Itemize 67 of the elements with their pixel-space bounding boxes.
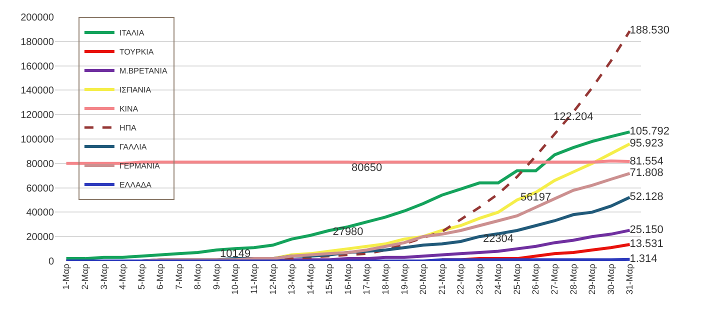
x-tick-label: 13-Μαρ [286, 264, 297, 295]
x-tick-label: 5-Μαρ [136, 264, 146, 290]
x-tick-label: 2-Μαρ [80, 264, 90, 290]
legend-label: ΓΑΛΛΙΑ [119, 142, 148, 152]
y-tick-label: 40000 [26, 208, 54, 219]
y-tick-label: 100000 [20, 134, 54, 146]
x-tick-label: 29-Μαρ [587, 264, 598, 295]
data-label: 22304 [482, 233, 514, 246]
x-tick-label: 3-Μαρ [98, 264, 109, 290]
x-tick-label: 18-Μαρ [380, 264, 390, 295]
x-tick-label: 19-Μαρ [399, 264, 410, 295]
line-series [64, 130, 632, 260]
y-tick-label: 140000 [20, 86, 54, 97]
data-label: 13.531 [630, 238, 664, 250]
x-tick-label: 24-Μαρ [493, 264, 504, 295]
legend-label: ΙΣΠΑΝΙΑ [119, 86, 152, 95]
data-label: 80650 [351, 162, 382, 174]
legend-label: ΕΛΛΑΔΑ [119, 180, 152, 190]
x-tick-label: 7-Μαρ [174, 264, 184, 290]
x-tick-label: 25-Μαρ [512, 264, 522, 295]
x-tick-label: 20-Μαρ [418, 264, 428, 295]
x-tick-label: 4-Μαρ [118, 264, 128, 290]
y-tick-label: 200000 [20, 12, 54, 24]
y-tick-label: 120000 [20, 110, 54, 122]
y-tick-label: 0 [48, 256, 54, 268]
x-tick-label: 15-Μαρ [324, 264, 334, 295]
y-tick-label: 20000 [26, 232, 54, 244]
x-tick-label: 30-Μαρ [606, 264, 616, 295]
x-tick-label: 27-Μαρ [550, 264, 560, 295]
data-label: 56197 [520, 192, 552, 204]
data-label: 105.792 [630, 126, 670, 138]
data-label: 1.314 [630, 253, 658, 266]
legend-label: Μ.ΒΡΕΤΑΝΙΑ [119, 66, 168, 76]
data-label: 95.923 [630, 138, 664, 150]
data-label: 81.554 [630, 155, 664, 168]
x-tick-label: 31-Μαρ [624, 264, 635, 295]
x-tick-label: 10-Μαρ [230, 264, 240, 295]
x-tick-label: 11-Μαρ [249, 264, 260, 294]
y-tick-label: 80000 [26, 158, 54, 170]
y-tick-label: 160000 [20, 61, 54, 72]
legend-label: ΗΠΑ [119, 124, 137, 133]
legend-label: ΓΕΡΜΑΝΙΑ [119, 162, 161, 171]
x-tick-label: 23-Μαρ [474, 264, 484, 295]
legend-label: ΚΙΝΑ [119, 104, 139, 114]
data-label: 10149 [220, 248, 251, 260]
data-label: 25.150 [630, 224, 664, 236]
legend-label: ΙΤΑΛΙΑ [119, 28, 145, 38]
x-tick-label: 26-Μαρ [530, 264, 541, 295]
x-tick-label: 21-Μαρ [436, 264, 447, 295]
x-tick-label: 17-Μαρ [362, 264, 372, 295]
legend-label: ΤΟΥΡΚΙΑ [119, 48, 154, 57]
data-label: 188.530 [630, 24, 670, 37]
x-tick-label: 16-Μαρ [342, 264, 353, 295]
x-tick-label: 9-Μαρ [211, 264, 222, 290]
y-tick-label: 60000 [26, 183, 54, 194]
data-label: 52.128 [630, 191, 664, 204]
data-label: 27980 [332, 226, 364, 238]
x-tick-label: 22-Μαρ [456, 264, 466, 295]
x-tick-label: 8-Μαρ [192, 264, 203, 290]
x-tick-label: 28-Μαρ [568, 264, 578, 295]
y-tick-label: 180000 [20, 36, 54, 48]
x-tick-label: 6-Μαρ [155, 264, 166, 290]
data-label: 71.808 [630, 167, 664, 180]
data-label: 122.204 [553, 111, 594, 124]
x-tick-label: 1-Μαρ [61, 264, 72, 290]
x-tick-label: 14-Μαρ [305, 264, 316, 295]
x-tick-label: 12-Μαρ [268, 264, 278, 295]
